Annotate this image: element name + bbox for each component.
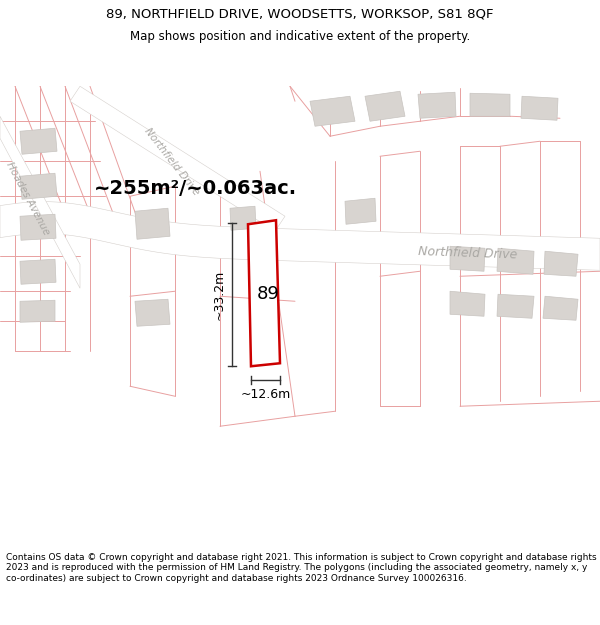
Polygon shape	[450, 291, 485, 316]
Polygon shape	[230, 206, 256, 230]
Polygon shape	[418, 92, 456, 118]
Polygon shape	[497, 248, 534, 274]
Polygon shape	[20, 173, 57, 199]
Polygon shape	[470, 93, 510, 116]
Polygon shape	[497, 294, 534, 318]
Text: Map shows position and indicative extent of the property.: Map shows position and indicative extent…	[130, 31, 470, 43]
Polygon shape	[345, 198, 376, 224]
Polygon shape	[248, 220, 280, 366]
Polygon shape	[20, 300, 55, 322]
Polygon shape	[20, 259, 56, 284]
Polygon shape	[20, 214, 56, 240]
Polygon shape	[543, 296, 578, 320]
Polygon shape	[521, 96, 558, 120]
Text: Contains OS data © Crown copyright and database right 2021. This information is : Contains OS data © Crown copyright and d…	[6, 552, 596, 582]
Polygon shape	[544, 251, 578, 276]
Polygon shape	[365, 91, 405, 121]
Polygon shape	[135, 208, 170, 239]
Polygon shape	[450, 246, 485, 271]
Text: Northfield Drive: Northfield Drive	[418, 245, 518, 261]
Polygon shape	[70, 86, 285, 231]
Polygon shape	[20, 128, 57, 154]
Polygon shape	[0, 116, 80, 288]
Text: ~255m²/~0.063ac.: ~255m²/~0.063ac.	[94, 179, 296, 198]
Polygon shape	[0, 202, 600, 270]
Text: 89, NORTHFIELD DRIVE, WOODSETTS, WORKSOP, S81 8QF: 89, NORTHFIELD DRIVE, WOODSETTS, WORKSOP…	[106, 8, 494, 21]
Text: ~12.6m: ~12.6m	[241, 388, 290, 401]
Text: Hoades Avenue: Hoades Avenue	[4, 160, 52, 236]
Polygon shape	[310, 96, 355, 126]
Text: Northfield Drive: Northfield Drive	[143, 126, 201, 197]
Polygon shape	[135, 299, 170, 326]
Text: 89: 89	[257, 285, 280, 303]
Text: ~33.2m: ~33.2m	[213, 269, 226, 320]
